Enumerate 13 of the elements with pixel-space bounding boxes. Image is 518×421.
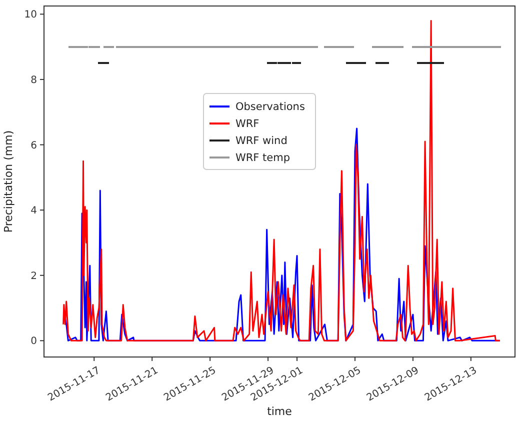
- y-tick-label: 4: [30, 206, 37, 217]
- y-tick-label: 2: [30, 270, 37, 282]
- x-axis-title: time: [267, 405, 292, 418]
- legend-label: WRF wind: [236, 135, 288, 148]
- y-tick-label: 8: [30, 74, 37, 86]
- y-tick-label: 0: [30, 336, 37, 348]
- y-tick-label: 6: [30, 140, 37, 152]
- line-series: [62, 20, 501, 342]
- legend-label: WRF temp: [236, 152, 290, 164]
- legend-label: WRF: [236, 118, 260, 130]
- y-axis-title: Precipitation (mm): [2, 130, 15, 233]
- legend-label: Observations: [236, 101, 305, 114]
- y-tick-label: 10: [24, 10, 37, 21]
